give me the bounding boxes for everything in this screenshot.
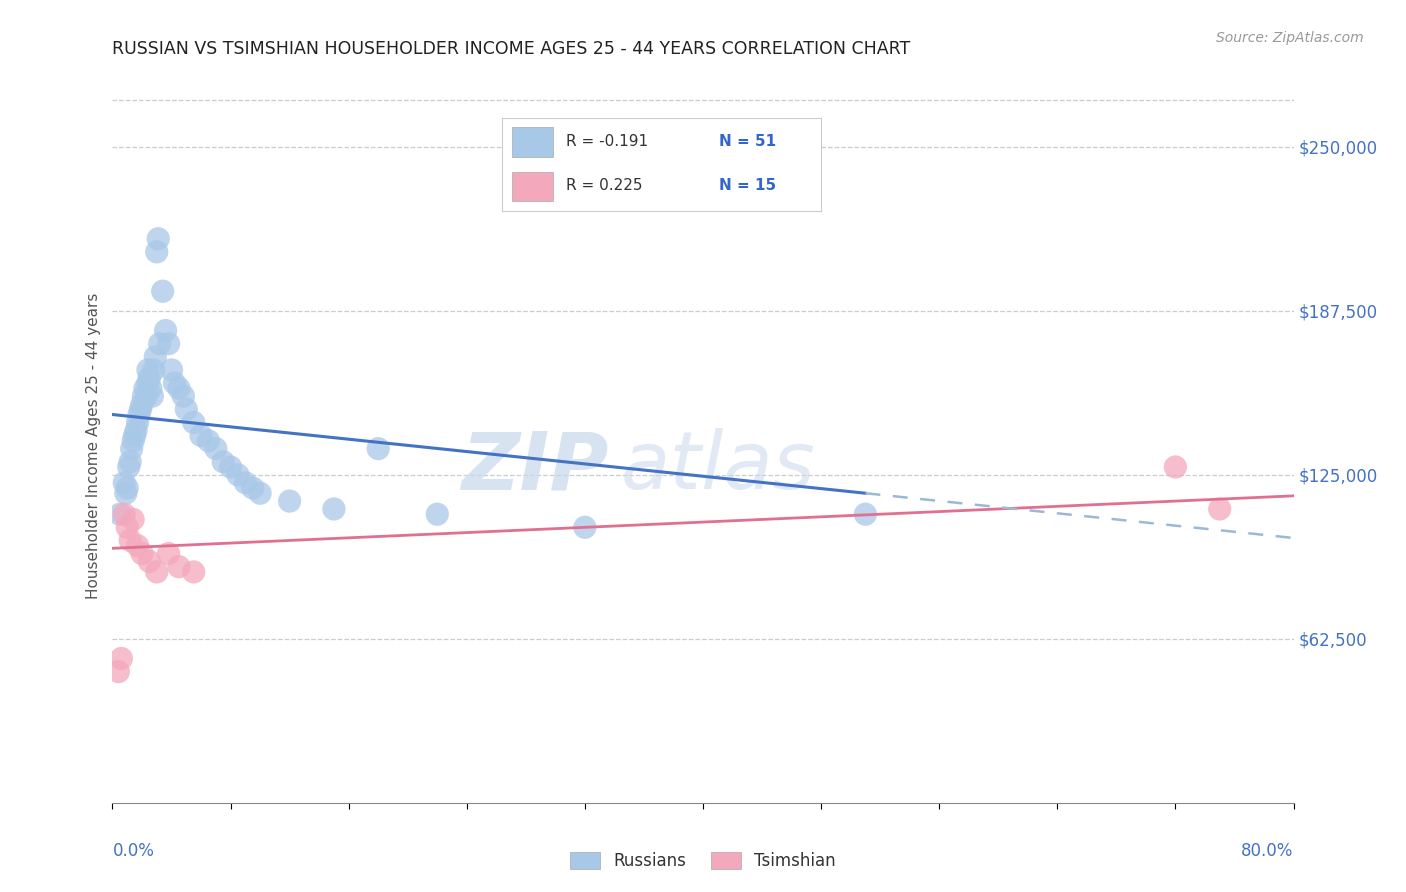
Point [120, 533, 142, 548]
Point [117, 481, 138, 495]
Point [167, 559, 190, 574]
Point [146, 565, 169, 579]
Point [114, 486, 136, 500]
Point [135, 389, 157, 403]
Point [112, 475, 135, 490]
Point [118, 460, 141, 475]
Point [1164, 460, 1187, 475]
Point [233, 475, 256, 490]
Point [141, 389, 163, 403]
Text: 0.0%: 0.0% [112, 842, 155, 860]
Point [124, 428, 146, 442]
Point [183, 565, 205, 579]
Point [152, 284, 174, 298]
Point [127, 416, 149, 430]
Point [323, 502, 346, 516]
Point [574, 520, 596, 534]
Point [157, 547, 180, 561]
Point [146, 244, 169, 259]
Point [219, 460, 242, 475]
Point [183, 416, 205, 430]
Text: Source: ZipAtlas.com: Source: ZipAtlas.com [1216, 31, 1364, 45]
Point [138, 371, 160, 385]
Point [148, 232, 170, 246]
Point [120, 455, 142, 469]
Legend: Russians, Tsimshian: Russians, Tsimshian [564, 845, 842, 877]
Point [139, 381, 162, 395]
Point [107, 665, 129, 679]
Point [367, 442, 389, 456]
Point [167, 381, 190, 395]
Point [143, 350, 166, 364]
Point [131, 547, 153, 561]
Text: ZIP: ZIP [461, 428, 609, 507]
Point [149, 336, 172, 351]
Point [121, 442, 143, 456]
Point [212, 455, 235, 469]
Point [110, 651, 132, 665]
Point [136, 363, 159, 377]
Point [117, 520, 138, 534]
Point [134, 381, 156, 395]
Point [138, 554, 160, 568]
Point [122, 434, 145, 448]
Point [278, 494, 301, 508]
Point [132, 389, 155, 403]
Text: 80.0%: 80.0% [1241, 842, 1294, 860]
Point [226, 467, 249, 482]
Text: RUSSIAN VS TSIMSHIAN HOUSEHOLDER INCOME AGES 25 - 44 YEARS CORRELATION CHART: RUSSIAN VS TSIMSHIAN HOUSEHOLDER INCOME … [112, 40, 911, 58]
Text: atlas: atlas [620, 428, 815, 507]
Point [122, 512, 145, 526]
Point [1208, 502, 1232, 516]
Point [249, 486, 271, 500]
Point [125, 423, 148, 437]
Point [128, 408, 150, 422]
Point [205, 442, 228, 456]
Point [157, 336, 180, 351]
Point [426, 507, 449, 521]
Point [190, 428, 212, 442]
Point [136, 376, 159, 390]
Point [129, 402, 152, 417]
Y-axis label: Householder Income Ages 25 - 44 years: Householder Income Ages 25 - 44 years [86, 293, 101, 599]
Point [155, 324, 177, 338]
Point [242, 481, 264, 495]
Point [131, 397, 153, 411]
Point [163, 376, 186, 390]
Point [108, 507, 131, 521]
Point [174, 402, 197, 417]
Point [142, 363, 165, 377]
Point [172, 389, 194, 403]
Point [112, 507, 135, 521]
Point [127, 539, 149, 553]
Point [160, 363, 183, 377]
Point [855, 507, 877, 521]
Point [197, 434, 219, 448]
